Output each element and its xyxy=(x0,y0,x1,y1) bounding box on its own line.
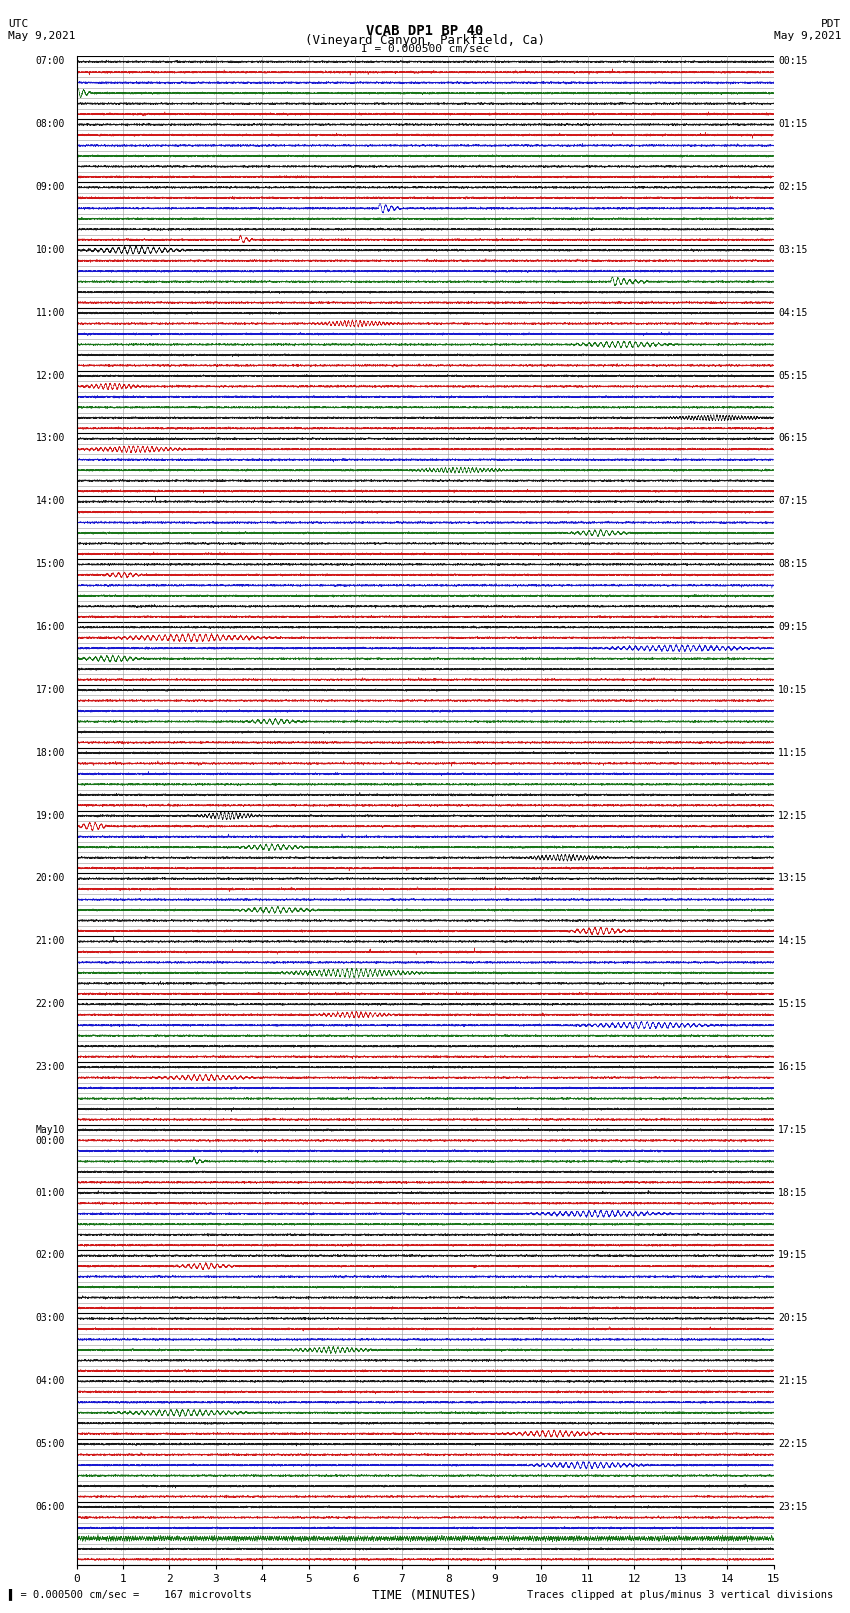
Text: 03:15: 03:15 xyxy=(778,245,807,255)
Text: (Vineyard Canyon, Parkfield, Ca): (Vineyard Canyon, Parkfield, Ca) xyxy=(305,34,545,47)
Text: 10:00: 10:00 xyxy=(36,245,65,255)
Text: 04:00: 04:00 xyxy=(36,1376,65,1386)
Text: 21:15: 21:15 xyxy=(778,1376,807,1386)
Text: 07:15: 07:15 xyxy=(778,497,807,506)
Text: 16:00: 16:00 xyxy=(36,623,65,632)
Text: 18:00: 18:00 xyxy=(36,748,65,758)
Text: 08:15: 08:15 xyxy=(778,560,807,569)
Text: 11:00: 11:00 xyxy=(36,308,65,318)
Text: 20:15: 20:15 xyxy=(778,1313,807,1323)
Text: PDT
May 9,2021: PDT May 9,2021 xyxy=(774,19,842,40)
Text: I = 0.000500 cm/sec: I = 0.000500 cm/sec xyxy=(361,44,489,53)
Text: 01:15: 01:15 xyxy=(778,119,807,129)
Text: UTC
May 9,2021: UTC May 9,2021 xyxy=(8,19,76,40)
Text: 16:15: 16:15 xyxy=(778,1061,807,1073)
Text: ▌ = 0.000500 cm/sec =    167 microvolts: ▌ = 0.000500 cm/sec = 167 microvolts xyxy=(8,1589,252,1600)
Text: 17:15: 17:15 xyxy=(778,1124,807,1134)
Text: 08:00: 08:00 xyxy=(36,119,65,129)
Text: 00:15: 00:15 xyxy=(778,56,807,66)
Text: 07:00: 07:00 xyxy=(36,56,65,66)
Text: 11:15: 11:15 xyxy=(778,748,807,758)
Text: 09:00: 09:00 xyxy=(36,182,65,192)
Text: 02:00: 02:00 xyxy=(36,1250,65,1260)
Text: 06:00: 06:00 xyxy=(36,1502,65,1511)
Text: 15:00: 15:00 xyxy=(36,560,65,569)
Text: 18:15: 18:15 xyxy=(778,1187,807,1197)
Text: 19:00: 19:00 xyxy=(36,811,65,821)
Text: 15:15: 15:15 xyxy=(778,998,807,1010)
Text: 10:15: 10:15 xyxy=(778,686,807,695)
Text: Traces clipped at plus/minus 3 vertical divisions: Traces clipped at plus/minus 3 vertical … xyxy=(527,1590,833,1600)
Text: 13:15: 13:15 xyxy=(778,873,807,884)
Text: 14:15: 14:15 xyxy=(778,936,807,947)
Text: 01:00: 01:00 xyxy=(36,1187,65,1197)
Text: VCAB DP1 BP 40: VCAB DP1 BP 40 xyxy=(366,24,484,39)
Text: 05:00: 05:00 xyxy=(36,1439,65,1448)
Text: 04:15: 04:15 xyxy=(778,308,807,318)
Text: 17:00: 17:00 xyxy=(36,686,65,695)
Text: 23:00: 23:00 xyxy=(36,1061,65,1073)
X-axis label: TIME (MINUTES): TIME (MINUTES) xyxy=(372,1589,478,1602)
Text: 19:15: 19:15 xyxy=(778,1250,807,1260)
Text: 12:00: 12:00 xyxy=(36,371,65,381)
Text: 22:15: 22:15 xyxy=(778,1439,807,1448)
Text: May10
00:00: May10 00:00 xyxy=(36,1124,65,1147)
Text: 22:00: 22:00 xyxy=(36,998,65,1010)
Text: 23:15: 23:15 xyxy=(778,1502,807,1511)
Text: 20:00: 20:00 xyxy=(36,873,65,884)
Text: 05:15: 05:15 xyxy=(778,371,807,381)
Text: 12:15: 12:15 xyxy=(778,811,807,821)
Text: 14:00: 14:00 xyxy=(36,497,65,506)
Text: 21:00: 21:00 xyxy=(36,936,65,947)
Text: 02:15: 02:15 xyxy=(778,182,807,192)
Text: 06:15: 06:15 xyxy=(778,434,807,444)
Text: 03:00: 03:00 xyxy=(36,1313,65,1323)
Text: 13:00: 13:00 xyxy=(36,434,65,444)
Text: 09:15: 09:15 xyxy=(778,623,807,632)
